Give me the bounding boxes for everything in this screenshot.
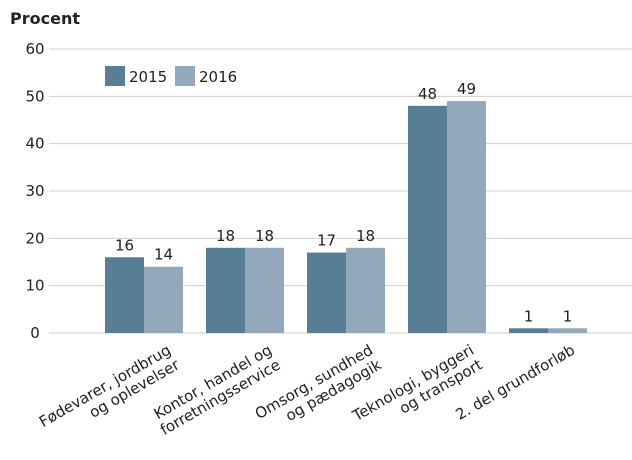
bar: [447, 101, 486, 333]
bar: [245, 247, 284, 333]
data-label: 18: [216, 227, 235, 245]
bar: [548, 328, 587, 333]
bar: [105, 257, 144, 333]
bar: [206, 247, 245, 333]
bar: [144, 266, 183, 333]
data-label: 48: [418, 85, 437, 103]
legend-label: 2016: [199, 68, 237, 86]
y-tick-label: 60: [25, 40, 44, 58]
y-tick-label: 40: [25, 135, 44, 153]
data-label: 18: [356, 227, 375, 245]
bar: [408, 105, 447, 333]
data-label: 18: [255, 227, 274, 245]
data-label: 1: [563, 307, 573, 325]
y-tick-label: 10: [25, 277, 44, 295]
y-tick-label: 0: [30, 324, 40, 342]
y-tick-label: 50: [25, 87, 44, 105]
legend-swatch: [105, 66, 125, 86]
y-tick-label: 30: [25, 182, 44, 200]
bar: [509, 328, 548, 333]
chart-title: Procent: [10, 9, 80, 28]
data-label: 49: [457, 80, 476, 98]
data-label: 1: [524, 307, 534, 325]
bar: [346, 247, 385, 333]
legend-label: 2015: [129, 68, 167, 86]
legend-swatch: [175, 66, 195, 86]
y-tick-label: 20: [25, 229, 44, 247]
bar: [307, 252, 346, 333]
data-label: 16: [115, 236, 134, 254]
data-label: 17: [317, 232, 336, 250]
data-label: 14: [154, 246, 173, 264]
